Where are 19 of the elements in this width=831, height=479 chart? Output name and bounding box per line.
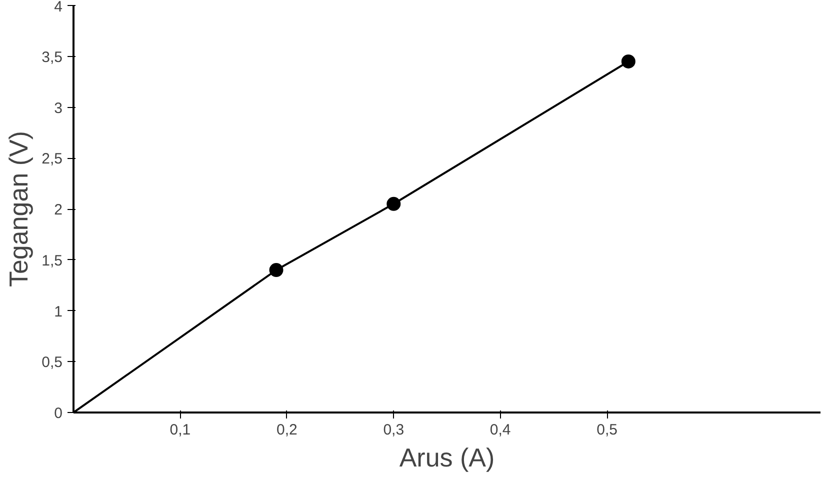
y-tick-label: 2,5: [42, 150, 63, 168]
y-tick-label: 3,5: [42, 48, 63, 66]
y-tick-label: 1,5: [42, 252, 63, 270]
x-tick-label: 0,3: [383, 422, 404, 438]
y-axis-title: Tegangan (V): [4, 130, 34, 288]
x-tick-label: 0,5: [596, 422, 618, 438]
y-tick-label: 1: [54, 303, 62, 320]
x-axis-title: Arus (A): [399, 442, 495, 472]
x-tick-label: 0,4: [490, 422, 511, 438]
point: [269, 263, 284, 278]
y-tick-label: 3: [54, 100, 62, 117]
y-tick-label: 0: [54, 405, 62, 422]
y-tick-label: 4: [54, 0, 62, 16]
point: [621, 54, 636, 68]
y-tick-label: 2: [54, 202, 62, 218]
y-tick-label: 0,5: [42, 354, 63, 372]
point: [386, 196, 401, 211]
x-tick-label: 0,2: [276, 422, 298, 438]
x-tick-label: 0,1: [170, 422, 191, 438]
